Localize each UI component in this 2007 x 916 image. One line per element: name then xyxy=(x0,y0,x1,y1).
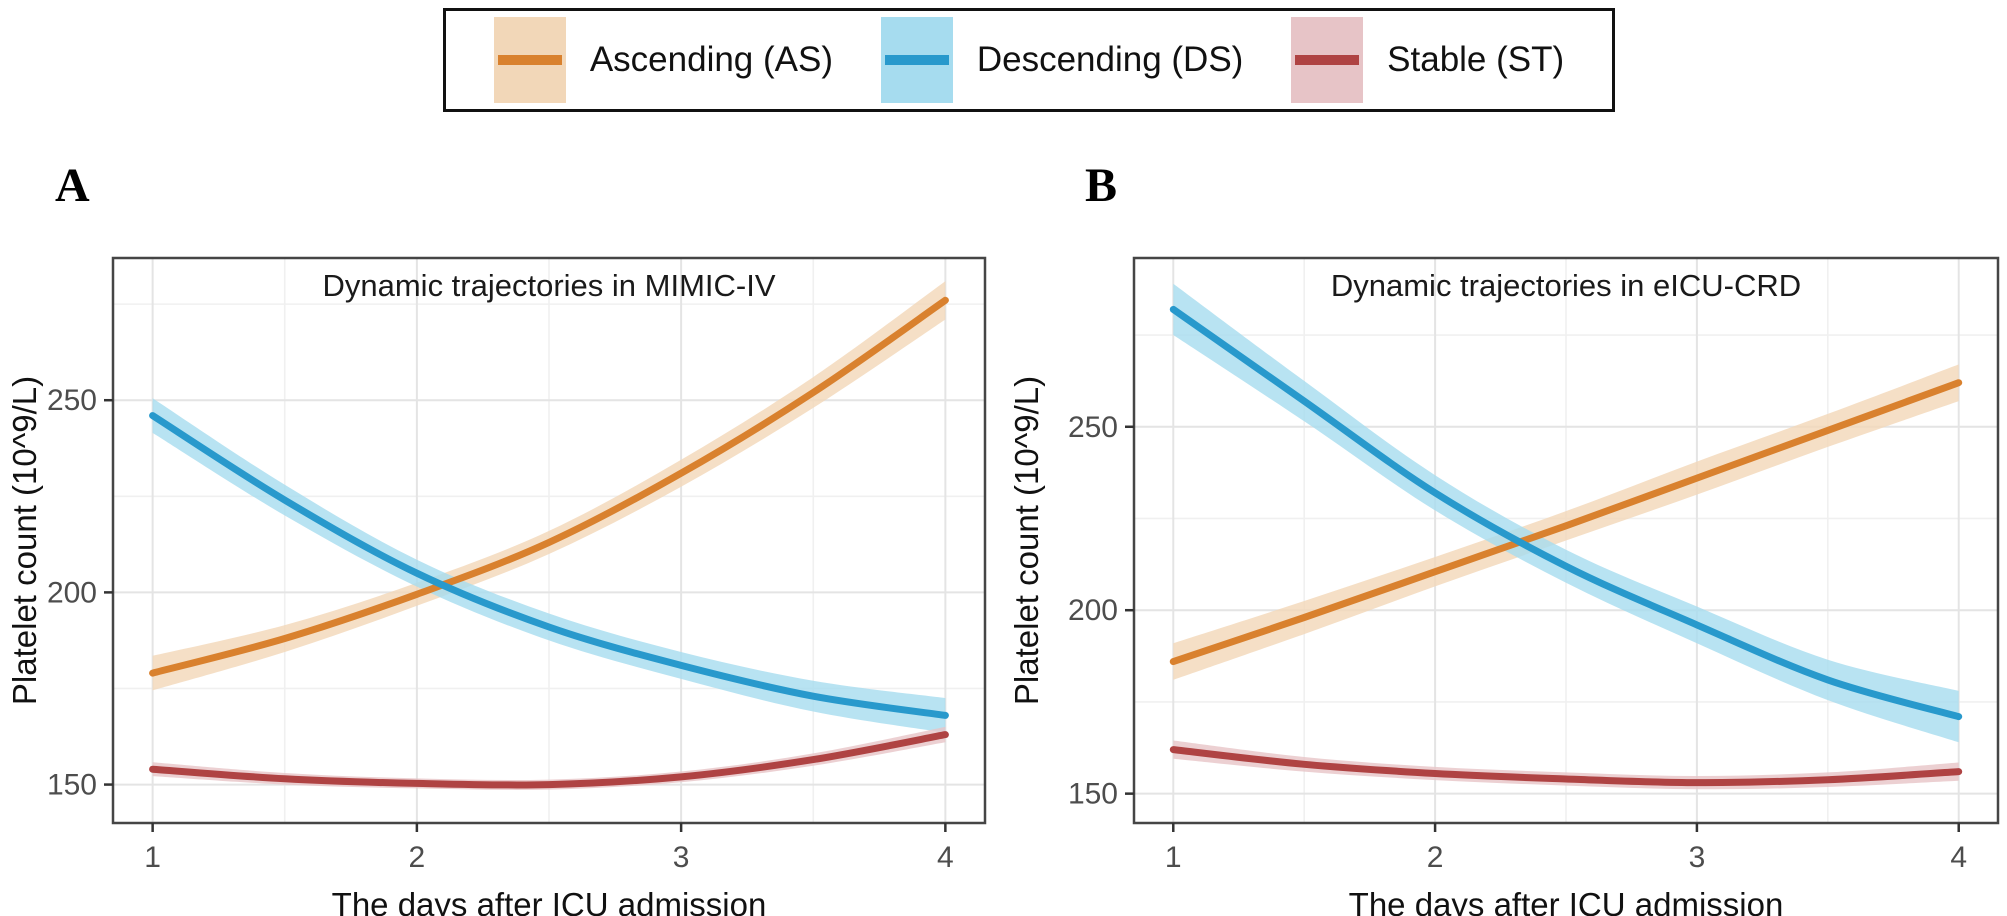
trend-line xyxy=(1169,746,1963,787)
y-tick-label: 250 xyxy=(1068,411,1118,444)
y-tick-label: 150 xyxy=(1068,778,1118,811)
stable-line-icon xyxy=(1295,55,1360,65)
x-tick-label: 1 xyxy=(144,841,161,874)
x-tick-label: 1 xyxy=(1165,841,1182,874)
confidence-band xyxy=(1173,740,1959,790)
trend-line xyxy=(149,296,949,677)
x-axis-title: The days after ICU admission xyxy=(1349,886,1784,916)
panel-title: Dynamic trajectories in eICU-CRD xyxy=(1331,268,1801,303)
y-tick-label: 150 xyxy=(47,769,97,802)
x-tick-label: 3 xyxy=(673,841,690,874)
panel-border xyxy=(111,256,987,825)
x-tick-label: 4 xyxy=(937,841,954,874)
legend-label-ascending: Ascending (AS) xyxy=(589,40,833,79)
panel-border xyxy=(1132,256,2000,825)
panel-title: Dynamic trajectories in MIMIC-IV xyxy=(322,268,775,303)
descending-line-icon xyxy=(884,55,949,65)
y-tick-label: 200 xyxy=(47,576,97,609)
panel-b-chart: 1 2 3 4 150 200 250 Dynamic trajectories in eIC… xyxy=(1008,256,2000,916)
y-tick-label: 250 xyxy=(47,384,97,417)
panel-b-letter: B xyxy=(1085,159,1118,212)
x-tick-label: 3 xyxy=(1689,841,1706,874)
y-axis-title: Platelet count (10^9/L) xyxy=(6,376,43,705)
y-axis-title: Platelet count (10^9/L) xyxy=(1008,376,1045,705)
trend-line xyxy=(149,412,949,719)
descending-swatch-icon xyxy=(880,17,953,103)
x-tick-label: 2 xyxy=(409,841,426,874)
panel-a-chart: 1 2 3 4 150 200 250 Dynamic trajectories in MIM… xyxy=(6,256,987,916)
legend-label-stable: Stable (ST) xyxy=(1387,40,1565,79)
x-tick-label: 4 xyxy=(1950,841,1967,874)
panel-a-letter: A xyxy=(55,159,90,212)
stable-swatch-icon xyxy=(1291,17,1364,103)
trend-line xyxy=(1169,305,1963,721)
ascending-swatch-icon xyxy=(493,17,566,103)
trend-line xyxy=(149,731,949,789)
legend-label-descending: Descending (DS) xyxy=(976,40,1244,79)
x-axis-title: The days after ICU admission xyxy=(332,886,767,916)
ascending-line-icon xyxy=(497,55,562,65)
confidence-band xyxy=(152,398,946,733)
y-tick-label: 200 xyxy=(1068,594,1118,627)
trend-line xyxy=(1169,379,1963,666)
confidence-band xyxy=(152,726,946,790)
legend-item-descending: Descending (DS) xyxy=(880,17,1244,103)
legend-box: Ascending (AS) Descending (DS) Stable (S… xyxy=(443,8,1615,112)
legend-item-stable: Stable (ST) xyxy=(1291,17,1564,103)
x-tick-label: 2 xyxy=(1427,841,1444,874)
legend-item-ascending: Ascending (AS) xyxy=(493,17,833,103)
